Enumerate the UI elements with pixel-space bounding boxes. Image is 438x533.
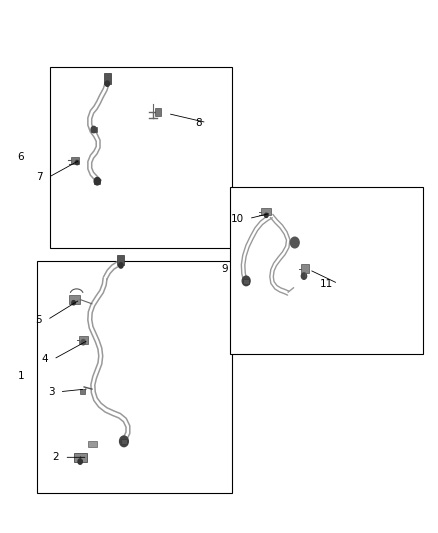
Text: 5: 5 (35, 315, 42, 325)
Bar (37, 261, 232, 493)
Bar (94, 179, 100, 184)
Bar (121, 439, 127, 444)
Circle shape (265, 213, 268, 217)
Text: 3: 3 (48, 387, 54, 397)
Circle shape (105, 81, 110, 86)
Circle shape (120, 436, 128, 447)
Bar (117, 255, 124, 265)
Text: 11: 11 (320, 279, 333, 288)
Circle shape (119, 263, 123, 268)
Text: 8: 8 (195, 118, 201, 127)
Bar (74, 453, 87, 462)
Bar (104, 73, 111, 84)
Circle shape (94, 177, 100, 185)
Text: 1: 1 (18, 371, 24, 381)
Bar (261, 208, 271, 215)
Text: 6: 6 (18, 152, 24, 162)
Bar (230, 187, 423, 354)
Circle shape (81, 340, 85, 345)
Circle shape (72, 301, 75, 305)
Bar (243, 279, 249, 284)
Bar (69, 295, 80, 304)
Text: 10: 10 (230, 214, 244, 223)
Circle shape (91, 126, 96, 133)
Text: 2: 2 (53, 453, 59, 462)
Circle shape (75, 160, 79, 165)
Circle shape (290, 237, 299, 248)
Text: 4: 4 (42, 354, 48, 364)
Bar (88, 441, 97, 447)
Bar (301, 264, 309, 273)
Circle shape (301, 273, 307, 279)
Text: 9: 9 (221, 264, 228, 274)
Circle shape (78, 459, 82, 464)
Bar (50, 67, 232, 248)
Bar (155, 108, 161, 116)
Bar (79, 336, 88, 344)
Text: 7: 7 (36, 173, 43, 182)
Bar (80, 389, 85, 394)
Bar (91, 127, 97, 132)
Circle shape (242, 276, 250, 286)
Bar (71, 157, 79, 164)
